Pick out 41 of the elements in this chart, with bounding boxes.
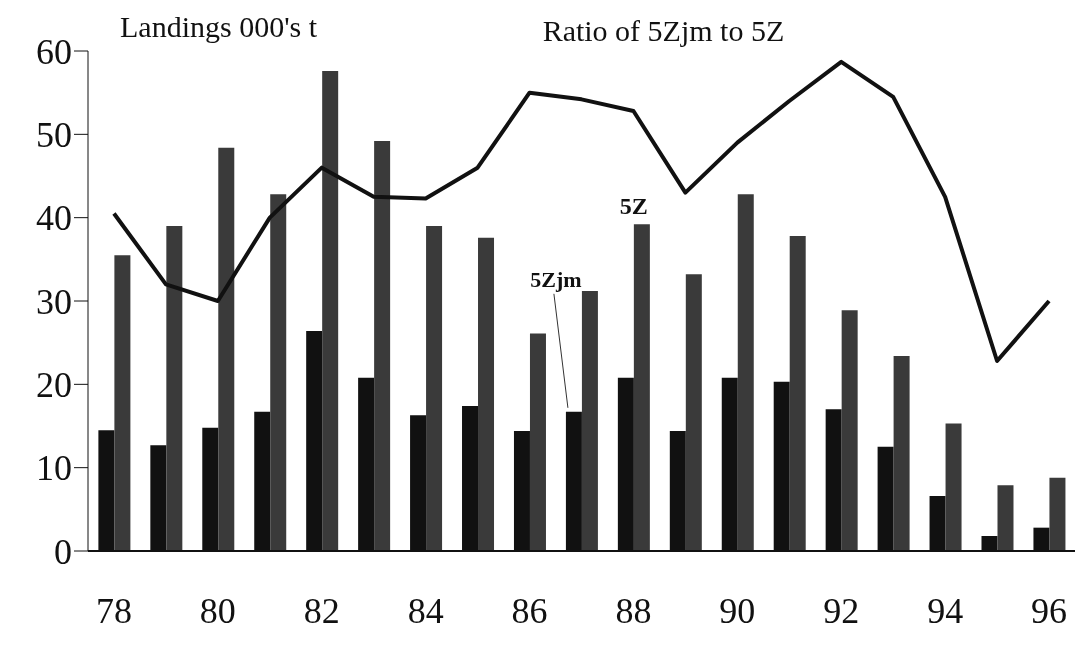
bar: [166, 226, 183, 551]
x-tick-label: 86: [511, 590, 548, 631]
bar: [478, 237, 495, 551]
series-label: Ratio of 5Zjm to 5Z: [542, 14, 785, 47]
bar: [945, 423, 962, 551]
bar: [581, 291, 598, 551]
bar: [1049, 477, 1066, 551]
y-tick-label: 30: [36, 281, 72, 322]
bar: [322, 71, 339, 551]
x-tick-label: 78: [95, 590, 132, 631]
bar: [114, 255, 131, 551]
bar: [841, 310, 858, 551]
y-tick-label: 40: [36, 198, 72, 239]
line-series: [111, 59, 1052, 363]
bar: [529, 333, 546, 551]
y-tick-label: 60: [36, 31, 72, 72]
series-label: 5Z: [619, 193, 648, 220]
y-tick-label: 50: [36, 115, 72, 156]
x-tick-label: 80: [199, 590, 236, 631]
x-tick-label: 92: [823, 590, 860, 631]
bar: [685, 274, 702, 551]
x-tick-label: 82: [303, 590, 340, 631]
bar: [218, 147, 235, 551]
bar: [789, 236, 806, 551]
x-tick-label: 84: [407, 590, 444, 631]
bar: [426, 226, 443, 551]
bar: [737, 194, 754, 551]
y-tick-label: 10: [36, 448, 72, 489]
x-tick-label: 88: [615, 590, 652, 631]
y-tick-label: 0: [54, 531, 72, 572]
text: 5Zjm: [530, 266, 582, 292]
x-tick-label: 94: [927, 590, 964, 631]
x-tick-label: 96: [1031, 590, 1068, 631]
bar: [374, 141, 391, 551]
bar: [997, 485, 1014, 551]
x-tick-label: 90: [719, 590, 756, 631]
bar: [893, 356, 910, 551]
y-tick-label: 20: [36, 365, 72, 406]
y-axis-title: Landings 000's t: [120, 10, 318, 44]
bar: [633, 224, 650, 551]
bar: [270, 194, 287, 551]
